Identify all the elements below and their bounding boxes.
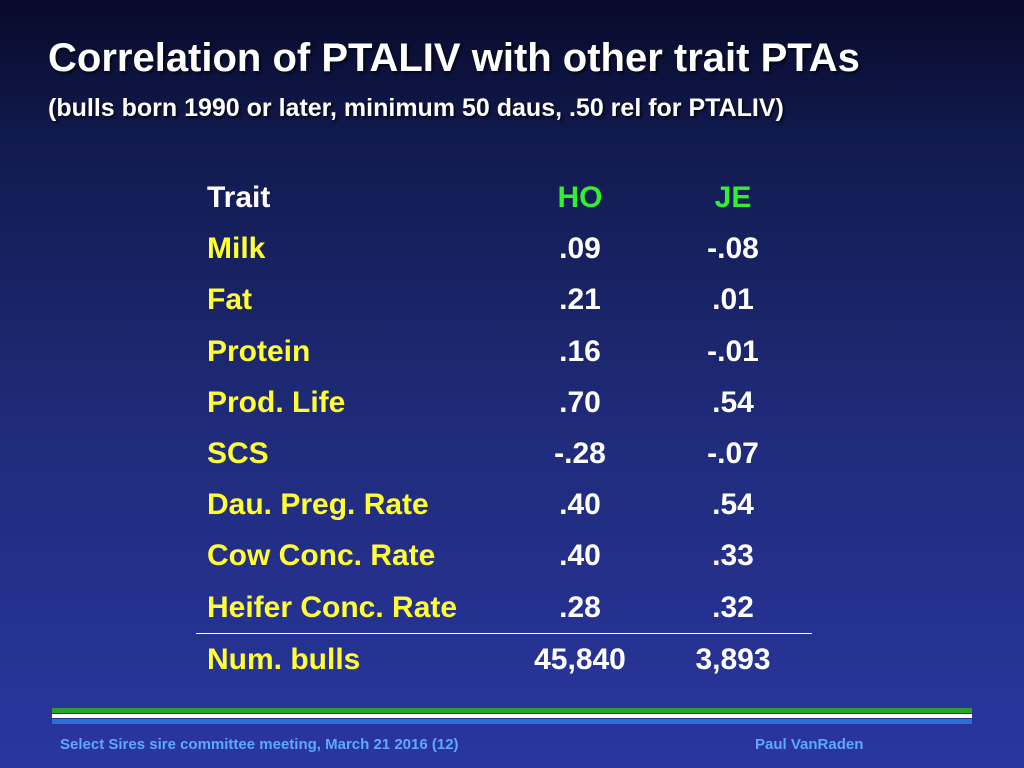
- trait-label: Fat: [207, 283, 252, 317]
- table-row: Dau. Preg. Rate .40 .54: [196, 479, 812, 530]
- trait-label: Prod. Life: [207, 385, 346, 419]
- trait-label: Milk: [207, 232, 266, 266]
- je-value: -.07: [707, 436, 759, 470]
- je-value: -.01: [707, 334, 759, 368]
- header-je: JE: [714, 181, 752, 214]
- total-label: Num. bulls: [207, 642, 361, 676]
- ho-value: .09: [559, 232, 601, 266]
- table-row: Fat .21 .01: [196, 274, 812, 325]
- footer-rule-blue: [52, 719, 972, 724]
- trait-label: Heifer Conc. Rate: [207, 590, 458, 624]
- footer-author: Paul VanRaden: [755, 736, 864, 753]
- footer-event: Select Sires sire committee meeting, Mar…: [60, 736, 459, 753]
- je-value: .54: [712, 385, 754, 419]
- ho-value: .21: [559, 283, 601, 317]
- correlation-table: Trait HO JE Milk .09 -.08 Fat .21 .01 Pr…: [196, 172, 812, 685]
- header-ho: HO: [557, 181, 603, 214]
- table-total-row: Num. bulls 45,840 3,893: [196, 634, 812, 685]
- table-row: Heifer Conc. Rate .28 .32: [196, 582, 812, 633]
- ho-value: .70: [559, 385, 601, 419]
- header-trait: Trait: [207, 181, 271, 214]
- ho-total: 45,840: [534, 642, 626, 676]
- je-value: .54: [712, 488, 754, 522]
- trait-label: SCS: [207, 436, 269, 470]
- ho-value: .40: [559, 488, 601, 522]
- ho-value: -.28: [554, 436, 606, 470]
- je-value: .33: [712, 539, 754, 573]
- footer-rule-white: [52, 714, 972, 718]
- table-row: SCS -.28 -.07: [196, 428, 812, 479]
- trait-label: Cow Conc. Rate: [207, 539, 436, 573]
- footer-rule-green: [52, 708, 972, 713]
- table-header-row: Trait HO JE: [196, 172, 812, 223]
- ho-value: .40: [559, 539, 601, 573]
- trait-label: Dau. Preg. Rate: [207, 488, 429, 522]
- ho-value: .28: [559, 590, 601, 624]
- table-divider: [196, 632, 812, 634]
- je-value: .01: [712, 283, 754, 317]
- table-row: Cow Conc. Rate .40 .33: [196, 530, 812, 581]
- je-value: -.08: [707, 232, 759, 266]
- ho-value: .16: [559, 334, 601, 368]
- table-row: Prod. Life .70 .54: [196, 377, 812, 428]
- je-total: 3,893: [695, 642, 771, 676]
- slide-subtitle: (bulls born 1990 or later, minimum 50 da…: [48, 94, 784, 122]
- table-row: Protein .16 -.01: [196, 326, 812, 377]
- slide-title: Correlation of PTALIV with other trait P…: [48, 36, 860, 80]
- table-row: Milk .09 -.08: [196, 223, 812, 274]
- trait-label: Protein: [207, 334, 311, 368]
- je-value: .32: [712, 590, 754, 624]
